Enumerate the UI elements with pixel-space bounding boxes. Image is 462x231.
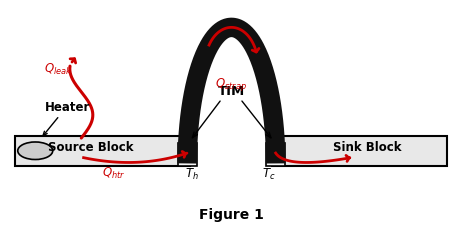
Text: $Q_{leak}$: $Q_{leak}$	[44, 62, 73, 77]
Text: TIM: TIM	[218, 84, 244, 97]
Text: $Q_{htr}$: $Q_{htr}$	[102, 165, 125, 180]
Bar	[178, 143, 197, 166]
Text: Heater: Heater	[43, 100, 90, 136]
Bar	[273, 136, 448, 166]
Text: $T_h$: $T_h$	[185, 167, 199, 182]
Text: Source Block: Source Block	[48, 140, 133, 153]
Circle shape	[18, 142, 53, 160]
Text: $Q_{strap}$: $Q_{strap}$	[215, 76, 247, 93]
Text: Figure 1: Figure 1	[199, 207, 263, 221]
Text: $T_c$: $T_c$	[262, 167, 276, 182]
Bar	[266, 143, 285, 166]
Bar	[14, 136, 189, 166]
Text: Sink Block: Sink Block	[333, 140, 401, 153]
